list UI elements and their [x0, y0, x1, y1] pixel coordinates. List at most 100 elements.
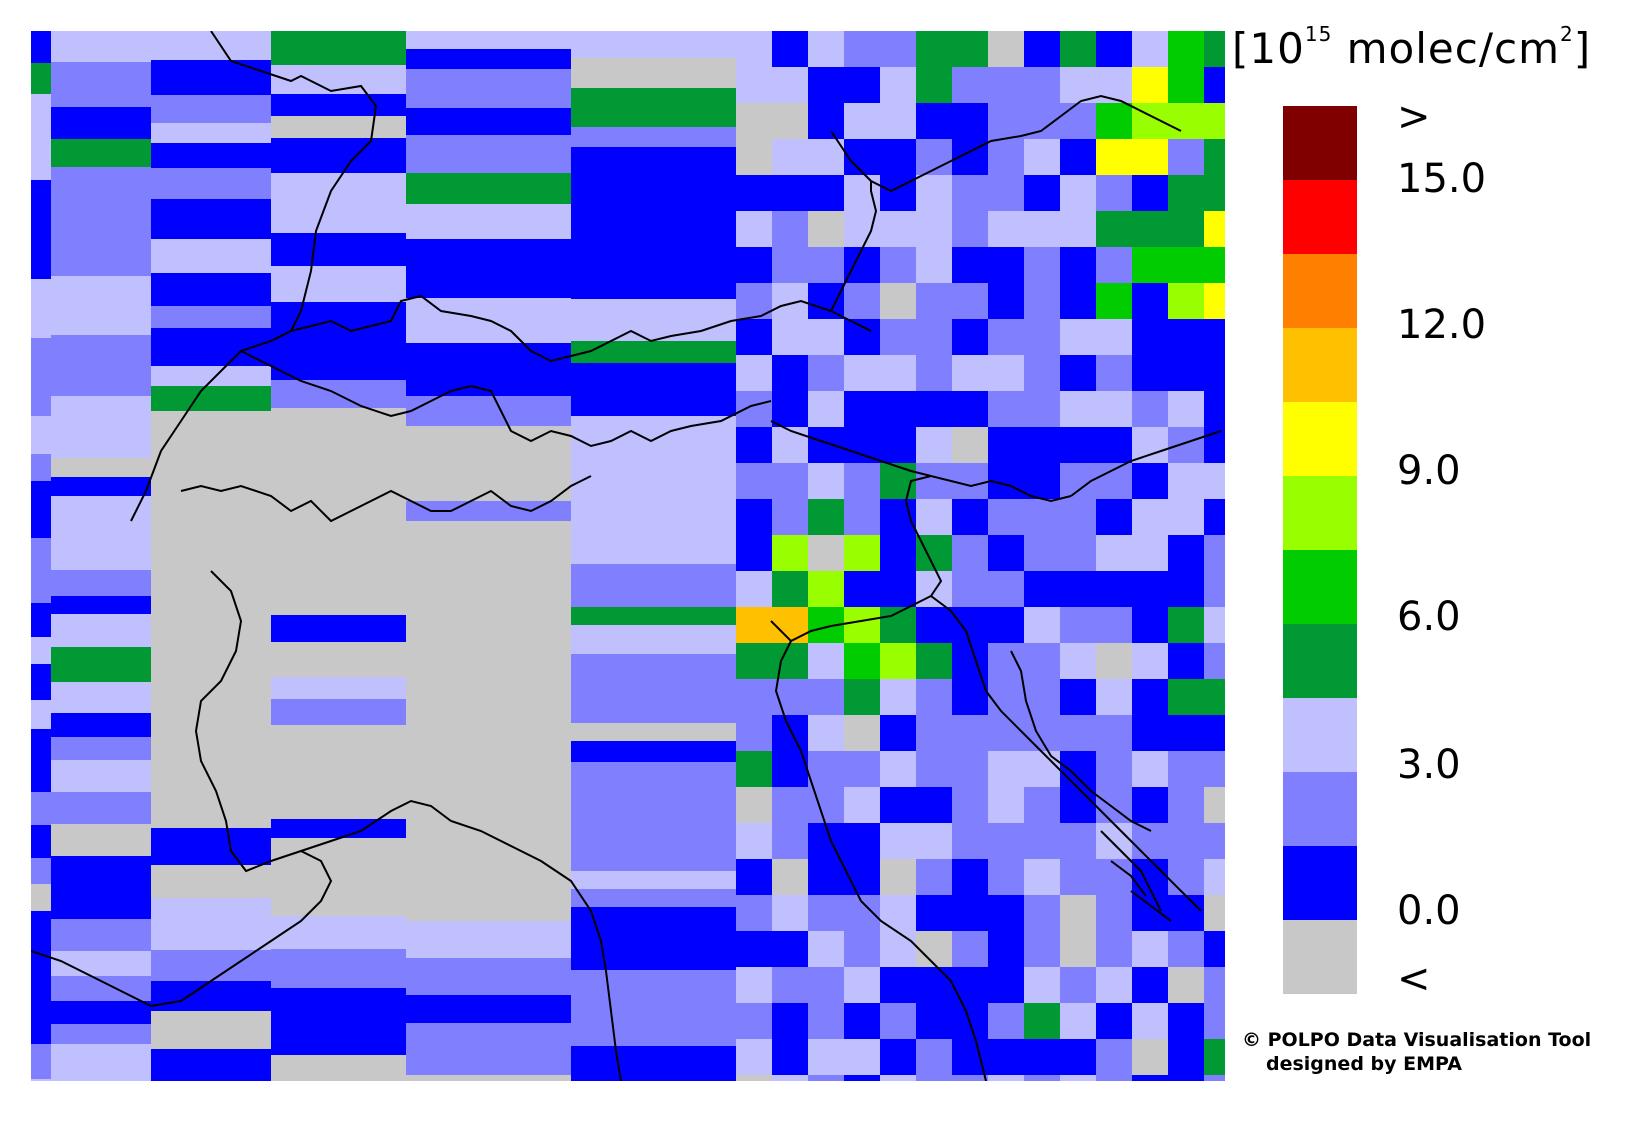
pixel-tile	[571, 625, 736, 654]
pixel-tile	[271, 886, 406, 916]
pixel-tile	[1096, 1075, 1132, 1081]
pixel-tile	[406, 741, 571, 763]
pixel-tile	[406, 621, 571, 644]
pixel-tile	[1060, 715, 1096, 751]
pixel-tile	[988, 895, 1024, 931]
pixel-tile	[271, 819, 406, 838]
pixel-tile	[406, 108, 571, 135]
pixel-tile	[880, 967, 916, 1003]
pixel-tile	[31, 700, 51, 729]
pixel-tile	[1024, 67, 1060, 103]
pixel-tile	[271, 427, 406, 464]
pixel-tile	[571, 1009, 736, 1046]
data-map	[31, 31, 1225, 1081]
pixel-tile	[1168, 967, 1204, 1003]
pixel-tile	[844, 823, 880, 859]
pixel-tile	[31, 637, 51, 664]
pixel-tile	[406, 69, 571, 108]
pixel-tile	[571, 88, 736, 127]
pixel-tile	[736, 751, 772, 787]
pixel-tile	[1204, 283, 1225, 319]
pixel-tile	[1204, 751, 1225, 787]
pixel-tile	[1168, 751, 1204, 787]
pixel-tile	[916, 319, 952, 355]
colorbar-cell	[1283, 624, 1357, 698]
pixel-tile	[736, 463, 772, 499]
pixel-tile	[988, 427, 1024, 463]
pixel-tile	[1024, 211, 1060, 247]
pixel-tile	[571, 564, 736, 584]
pixel-tile	[952, 679, 988, 715]
pixel-tile	[880, 1075, 916, 1081]
pixel-tile	[51, 62, 151, 80]
pixel-tile	[271, 1020, 406, 1055]
pixel-tile	[988, 211, 1024, 247]
colorbar-label-6: 6.0	[1397, 594, 1461, 640]
pixel-tile	[31, 358, 51, 392]
colorbar-label-3: 3.0	[1397, 742, 1461, 788]
pixel-tile	[151, 1011, 271, 1049]
pixel-tile	[1168, 823, 1204, 859]
coastlines-borders	[31, 31, 1222, 1081]
pixel-tile	[271, 357, 406, 380]
pixel-tile	[31, 416, 51, 454]
pixel-tile	[952, 247, 988, 283]
pixel-tile	[51, 824, 151, 856]
pixel-tile	[772, 859, 808, 895]
pixel-tile	[916, 931, 952, 967]
pixel-tile	[880, 535, 916, 571]
pixel-tile	[736, 319, 772, 355]
pixel-tile	[51, 713, 151, 737]
pixel-tile	[772, 67, 808, 103]
pixel-tile	[952, 571, 988, 607]
pixel-tile	[1096, 967, 1132, 1003]
pixel-tile	[151, 801, 271, 828]
pixel-tile	[1132, 31, 1168, 67]
pixel-tile	[51, 477, 151, 496]
pixel-tile	[880, 715, 916, 751]
pixel-tile	[772, 1039, 808, 1075]
pixel-tile	[1168, 931, 1204, 967]
pixel-tile	[1204, 715, 1225, 751]
pixel-tile	[844, 427, 880, 463]
pixel-tile	[1024, 715, 1060, 751]
pixel-tile	[406, 31, 571, 49]
pixel-tile	[1096, 895, 1132, 931]
pixel-tile	[51, 496, 151, 523]
pixel-tile	[736, 427, 772, 463]
pixel-tile	[31, 603, 51, 637]
pixel-tile	[1168, 571, 1204, 607]
pixel-tile	[952, 751, 988, 787]
unit-square: 2	[1560, 22, 1574, 46]
pixel-tile	[1024, 1075, 1060, 1081]
pixel-tile	[844, 139, 880, 175]
pixel-tile	[1024, 175, 1060, 211]
pixel-tile	[772, 355, 808, 391]
pixel-tile	[988, 535, 1024, 571]
pixel-tile	[916, 427, 952, 463]
pixel-tile	[1096, 139, 1132, 175]
pixel-tile	[1132, 607, 1168, 643]
pixel-tile	[808, 283, 844, 319]
pixel-tile	[1204, 787, 1225, 823]
pixel-tile	[1132, 499, 1168, 535]
pixel-tile	[1132, 931, 1168, 967]
pixel-tile	[1168, 463, 1204, 499]
pixel-tile	[271, 699, 406, 725]
pixel-tile	[772, 535, 808, 571]
pixel-tile	[406, 265, 571, 298]
pixel-tile	[916, 859, 952, 895]
pixel-tile	[880, 283, 916, 319]
pixel-tile	[31, 481, 51, 517]
pixel-tile	[51, 311, 151, 335]
pixel-tile	[406, 892, 571, 921]
pixel-tile	[51, 244, 151, 276]
pixel-tile	[844, 355, 880, 391]
pixel-tile	[51, 458, 151, 477]
pixel-tile	[1132, 823, 1168, 859]
pixel-tile	[736, 715, 772, 751]
pixel-tile	[1024, 895, 1060, 931]
pixel-tile	[844, 319, 880, 355]
pixel-tile	[1168, 67, 1204, 103]
pixel-tile	[1168, 1075, 1204, 1081]
